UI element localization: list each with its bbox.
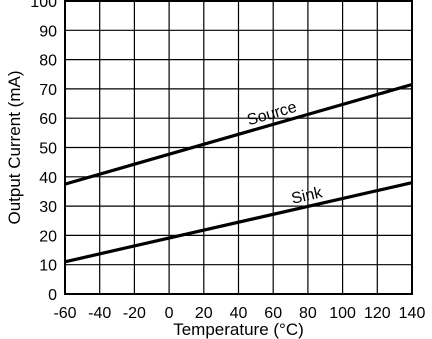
x-tick-label: -40: [88, 305, 111, 322]
y-tick-label: 60: [39, 111, 57, 128]
x-tick-label: 120: [364, 305, 391, 322]
x-tick-label: 60: [264, 305, 282, 322]
x-axis-title: Temperature (°C): [173, 320, 304, 339]
series-line-source: [64, 82, 413, 186]
x-tick-label: 100: [329, 305, 356, 322]
y-tick-label: 90: [39, 23, 57, 40]
x-tick-labels: -60 -40 -20 0 20 40 60 80 100 120 140: [53, 305, 425, 322]
y-tick-label: 100: [30, 0, 57, 11]
y-axis-title: Output Current (mA): [5, 71, 24, 225]
y-tick-label: 50: [39, 141, 57, 158]
series-lines: [64, 82, 413, 264]
y-tick-label: 80: [39, 53, 57, 70]
x-tick-label: 0: [165, 305, 174, 322]
x-tick-label: -20: [123, 305, 146, 322]
y-tick-label: 20: [39, 228, 57, 245]
series-line-sink: [64, 181, 413, 264]
plot-frame: [64, 0, 413, 295]
x-tick-label: -60: [53, 305, 76, 322]
x-tick-label: 80: [299, 305, 317, 322]
y-tick-label: 10: [39, 258, 57, 275]
y-tick-label: 70: [39, 82, 57, 99]
y-tick-labels: 0 10 20 30 40 50 60 70 80 90 100: [30, 0, 57, 304]
x-tick-label: 140: [399, 305, 426, 322]
y-tick-label: 0: [48, 287, 57, 304]
x-tick-label: 40: [230, 305, 248, 322]
y-tick-label: 30: [39, 199, 57, 216]
y-tick-label: 40: [39, 170, 57, 187]
x-tick-label: 20: [195, 305, 213, 322]
series-label-sink: Sink: [290, 184, 325, 208]
plot-border: [64, 0, 413, 295]
